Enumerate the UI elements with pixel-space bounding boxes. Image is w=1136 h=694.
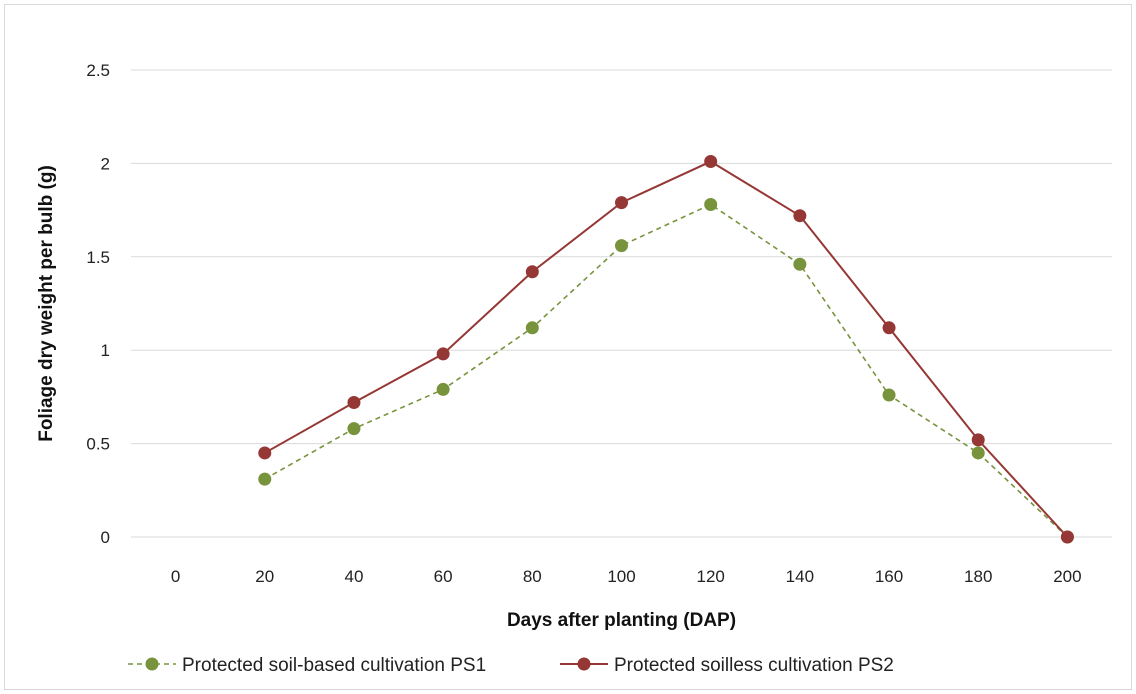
x-tick-label: 180 <box>964 567 992 586</box>
y-axis-title: Foliage dry weight per bulb (g) <box>36 165 57 442</box>
data-point-series-1 <box>793 257 807 271</box>
x-tick-label: 0 <box>171 567 180 586</box>
legend-label-2: Protected soilless cultivation PS2 <box>614 655 894 676</box>
data-point-series-1 <box>882 388 896 402</box>
series-line-2 <box>264 160 1069 538</box>
x-axis-title: Days after planting (DAP) <box>507 610 736 631</box>
y-tick-label: 1.5 <box>86 248 110 267</box>
data-point-series-2 <box>704 155 718 169</box>
data-point-series-2 <box>615 196 628 210</box>
x-tick-label: 140 <box>786 567 814 586</box>
x-tick-label: 20 <box>255 567 274 586</box>
series-line-1 <box>264 203 1068 538</box>
data-point-series-1 <box>436 382 450 396</box>
data-point-series-1 <box>971 446 985 460</box>
data-point-series-1 <box>258 472 272 486</box>
x-tick-label: 60 <box>434 567 453 586</box>
legend-label-1: Protected soil-based cultivation PS1 <box>182 655 486 676</box>
legend: Protected soil-based cultivation PS1 Prot… <box>128 655 894 676</box>
y-tick-label: 2 <box>101 154 110 173</box>
data-point-series-2 <box>525 265 539 279</box>
x-tick-labels: 0 20 40 60 80 100 120 140 160 180 200 <box>171 567 1082 586</box>
x-tick-label: 80 <box>523 567 542 586</box>
gridlines <box>131 69 1112 538</box>
legend-marker-1 <box>145 657 159 671</box>
y-tick-label: 2.5 <box>86 61 110 80</box>
x-tick-label: 100 <box>607 567 635 586</box>
data-point-series-1 <box>615 239 628 253</box>
x-tick-label: 40 <box>344 567 363 586</box>
x-tick-label: 200 <box>1053 567 1081 586</box>
data-point-series-2 <box>347 396 361 410</box>
y-tick-labels: 0 0.5 1 1.5 2 2.5 <box>86 61 110 547</box>
y-tick-label: 0 <box>101 528 110 547</box>
x-tick-label: 160 <box>875 567 903 586</box>
data-point-series-2 <box>971 433 985 447</box>
chart-frame <box>4 4 1132 690</box>
data-point-series-1 <box>347 422 361 436</box>
data-point-series-2 <box>882 321 896 335</box>
data-point-series-2 <box>793 209 807 223</box>
data-point-series-2 <box>258 446 272 460</box>
y-tick-label: 1 <box>101 341 110 360</box>
x-tick-label: 120 <box>696 567 724 586</box>
y-tick-label: 0.5 <box>86 435 110 454</box>
series-group <box>258 155 1074 544</box>
legend-marker-2 <box>577 657 591 671</box>
data-point-series-2 <box>436 347 450 361</box>
data-point-series-1 <box>704 197 718 211</box>
data-point-series-2 <box>1060 530 1074 544</box>
data-point-series-1 <box>525 321 539 335</box>
